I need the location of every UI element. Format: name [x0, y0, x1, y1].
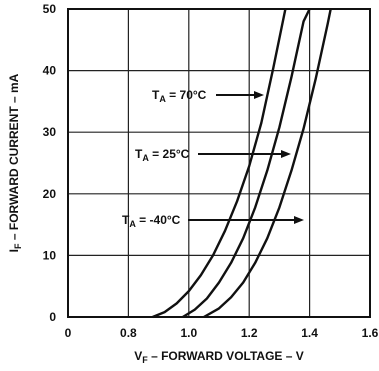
annotation-arrowhead — [294, 216, 304, 224]
series-line — [152, 8, 287, 319]
x-tick-label: 1.6 — [362, 326, 379, 340]
y-axis-subscript: F — [13, 243, 23, 249]
y-axis-title: IF – FORWARD CURRENT – mA — [7, 73, 23, 252]
tick-labels: 0 0.8 1.0 1.2 1.4 1.6 0 10 20 30 40 50 — [43, 2, 379, 340]
y-axis-text: – FORWARD CURRENT – mA — [7, 73, 21, 243]
annotation-arrowhead — [254, 91, 264, 99]
y-tick-label: 40 — [43, 64, 57, 78]
x-tick-label: 1.0 — [180, 326, 197, 340]
series-label: TA = -40°C — [122, 213, 181, 229]
series-annotations: TA = 70°C TA = 25°C TA = -40°C — [122, 88, 304, 229]
series-line — [203, 8, 332, 319]
x-tick-label: 0.8 — [120, 326, 137, 340]
x-axis-subscript: F — [142, 355, 148, 365]
plot-frame — [67, 8, 371, 318]
x-axis-text: – FORWARD VOLTAGE – V — [148, 349, 304, 363]
x-tick-label: 1.2 — [241, 326, 258, 340]
annotation-arrowhead — [281, 150, 291, 158]
series-line — [182, 8, 311, 319]
y-tick-label: 0 — [49, 310, 56, 324]
grid — [68, 9, 370, 317]
x-axis-symbol: V — [134, 349, 142, 363]
y-tick-label: 30 — [43, 125, 57, 139]
y-axis-symbol: I — [7, 249, 21, 252]
series-lines — [152, 8, 332, 319]
series-label: TA = 25°C — [135, 147, 190, 163]
y-tick-label: 50 — [43, 2, 57, 16]
x-axis-title: VF – FORWARD VOLTAGE – V — [134, 349, 304, 365]
y-tick-label: 10 — [43, 248, 57, 262]
series-label: TA = 70°C — [152, 88, 207, 104]
y-tick-label: 20 — [43, 187, 57, 201]
x-tick-label: 0 — [65, 326, 72, 340]
x-tick-label: 1.4 — [301, 326, 318, 340]
